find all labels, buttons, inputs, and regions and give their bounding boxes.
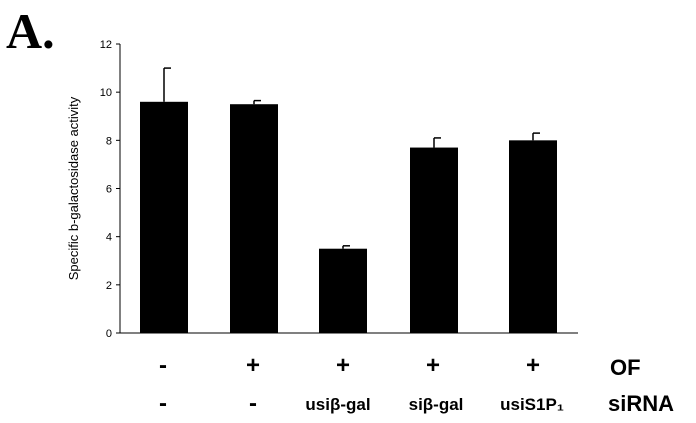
bar — [509, 140, 557, 333]
bar — [410, 147, 458, 333]
sirna-cell-5: usiS1P₁ — [500, 395, 564, 414]
sirna-row-label: siRNA — [608, 391, 675, 416]
of-cell-2: + — [245, 352, 260, 379]
of-row-label: OF — [610, 355, 641, 380]
of-cell-5: + — [525, 352, 540, 379]
y-tick-label: 0 — [106, 328, 112, 340]
sirna-cell-4: siβ-gal — [408, 395, 464, 414]
bar — [140, 101, 188, 333]
of-cell-4: + — [425, 352, 440, 379]
bar — [319, 248, 367, 333]
y-tick-label: 2 — [106, 280, 112, 292]
bar — [230, 104, 278, 333]
panel-label: A. — [6, 3, 55, 59]
y-axis-label: Specific b-galactosidase activity — [66, 96, 81, 280]
y-tick-label: 6 — [106, 184, 112, 196]
of-cell-1: - — [159, 352, 167, 379]
sirna-cell-3: usiβ-gal — [305, 395, 371, 414]
y-tick-label: 8 — [106, 135, 112, 147]
of-cell-3: + — [335, 352, 350, 379]
sirna-cell-2: - — [249, 390, 257, 417]
y-tick-label: 10 — [100, 87, 112, 99]
y-tick-label: 12 — [100, 39, 112, 51]
y-tick-label: 4 — [106, 232, 112, 244]
sirna-cell-1: - — [159, 390, 167, 417]
